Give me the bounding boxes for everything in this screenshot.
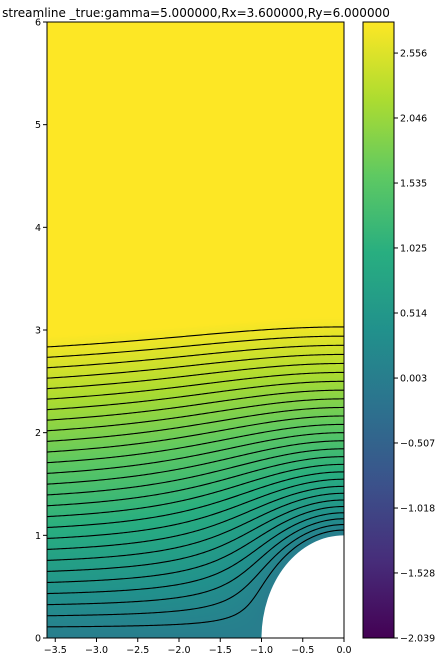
- chart-title: streamline _true:gamma=5.000000,Rx=3.600…: [2, 6, 390, 20]
- plot-area: [47, 22, 344, 638]
- colorbar-tick-label: −1.528: [400, 568, 435, 579]
- contour-line: [47, 335, 344, 358]
- contour-line: [47, 371, 344, 400]
- contour-line: [47, 463, 344, 518]
- contour-line: [47, 478, 344, 539]
- colorbar-tick-label: −0.507: [400, 438, 435, 449]
- contour-line: [47, 499, 344, 572]
- y-tick-label: 5: [35, 120, 41, 131]
- x-tick-label: 0.0: [336, 645, 351, 656]
- contour-line: [47, 492, 344, 561]
- y-tick-label: 2: [35, 428, 41, 439]
- contour-line: [47, 344, 344, 369]
- x-tick-label: −0.5: [291, 645, 314, 656]
- contour-line: [47, 485, 344, 550]
- colorbar-tick-label: −1.018: [400, 504, 435, 515]
- contour-line: [47, 529, 344, 628]
- contour-line: [47, 362, 344, 390]
- y-tick-label: 1: [35, 531, 41, 542]
- contour-line: [47, 389, 344, 421]
- colorbar-tick-label: −2.039: [400, 634, 435, 645]
- colorbar-tick-label: 0.514: [400, 309, 427, 320]
- contour-line: [47, 440, 344, 485]
- contour-line: [47, 448, 344, 496]
- contour-line: [47, 512, 344, 595]
- contour-line: [47, 505, 344, 584]
- contour-lines: [47, 326, 344, 628]
- x-tick-label: −1.5: [209, 645, 232, 656]
- colorbar-tick-label: 1.025: [400, 243, 427, 254]
- contour-line: [47, 471, 344, 529]
- y-tick-label: 6: [35, 18, 41, 29]
- x-tick-label: −1.0: [250, 645, 273, 656]
- contour-line: [47, 423, 344, 464]
- contour-line: [47, 326, 344, 348]
- y-tick-label: 0: [35, 634, 41, 645]
- contour-line: [47, 518, 344, 606]
- colorbar-gradient: [363, 22, 394, 638]
- stream-function-field: [47, 22, 344, 638]
- x-tick-label: −2.0: [167, 645, 190, 656]
- colorbar-ticks: −2.039 −1.528 −1.018 −0.507 0.003 0.514 1.025 1…: [394, 49, 435, 645]
- y-axis: 0 1 2 3 4 5 6: [35, 18, 47, 645]
- contour-line: [47, 398, 344, 432]
- contour-line: [47, 432, 344, 474]
- cylinder-obstacle: [261, 535, 344, 638]
- x-axis: −3.5 −3.0 −2.5 −2.0 −1.5 −1.0 −0.5 0.0: [44, 638, 352, 656]
- colorbar-frame: [362, 21, 395, 639]
- contour-line: [47, 456, 344, 507]
- contour-line: [47, 524, 344, 617]
- colorbar-tick-label: 2.046: [400, 113, 427, 124]
- contour-line: [47, 415, 344, 453]
- colorbar-tick-label: 2.556: [400, 49, 427, 60]
- contour-line: [47, 380, 344, 411]
- contour-line: [47, 406, 344, 442]
- y-tick-label: 4: [35, 223, 41, 234]
- y-tick-label: 3: [35, 326, 41, 337]
- x-tick-label: −3.0: [85, 645, 108, 656]
- colorbar-tick-label: 1.535: [400, 179, 427, 190]
- x-tick-label: −3.5: [44, 645, 67, 656]
- contour-line: [47, 353, 344, 379]
- x-tick-label: −2.5: [126, 645, 149, 656]
- colorbar-tick-label: 0.003: [400, 374, 427, 385]
- colorbar: −2.039 −1.528 −1.018 −0.507 0.003 0.514 1.025 1…: [362, 21, 435, 645]
